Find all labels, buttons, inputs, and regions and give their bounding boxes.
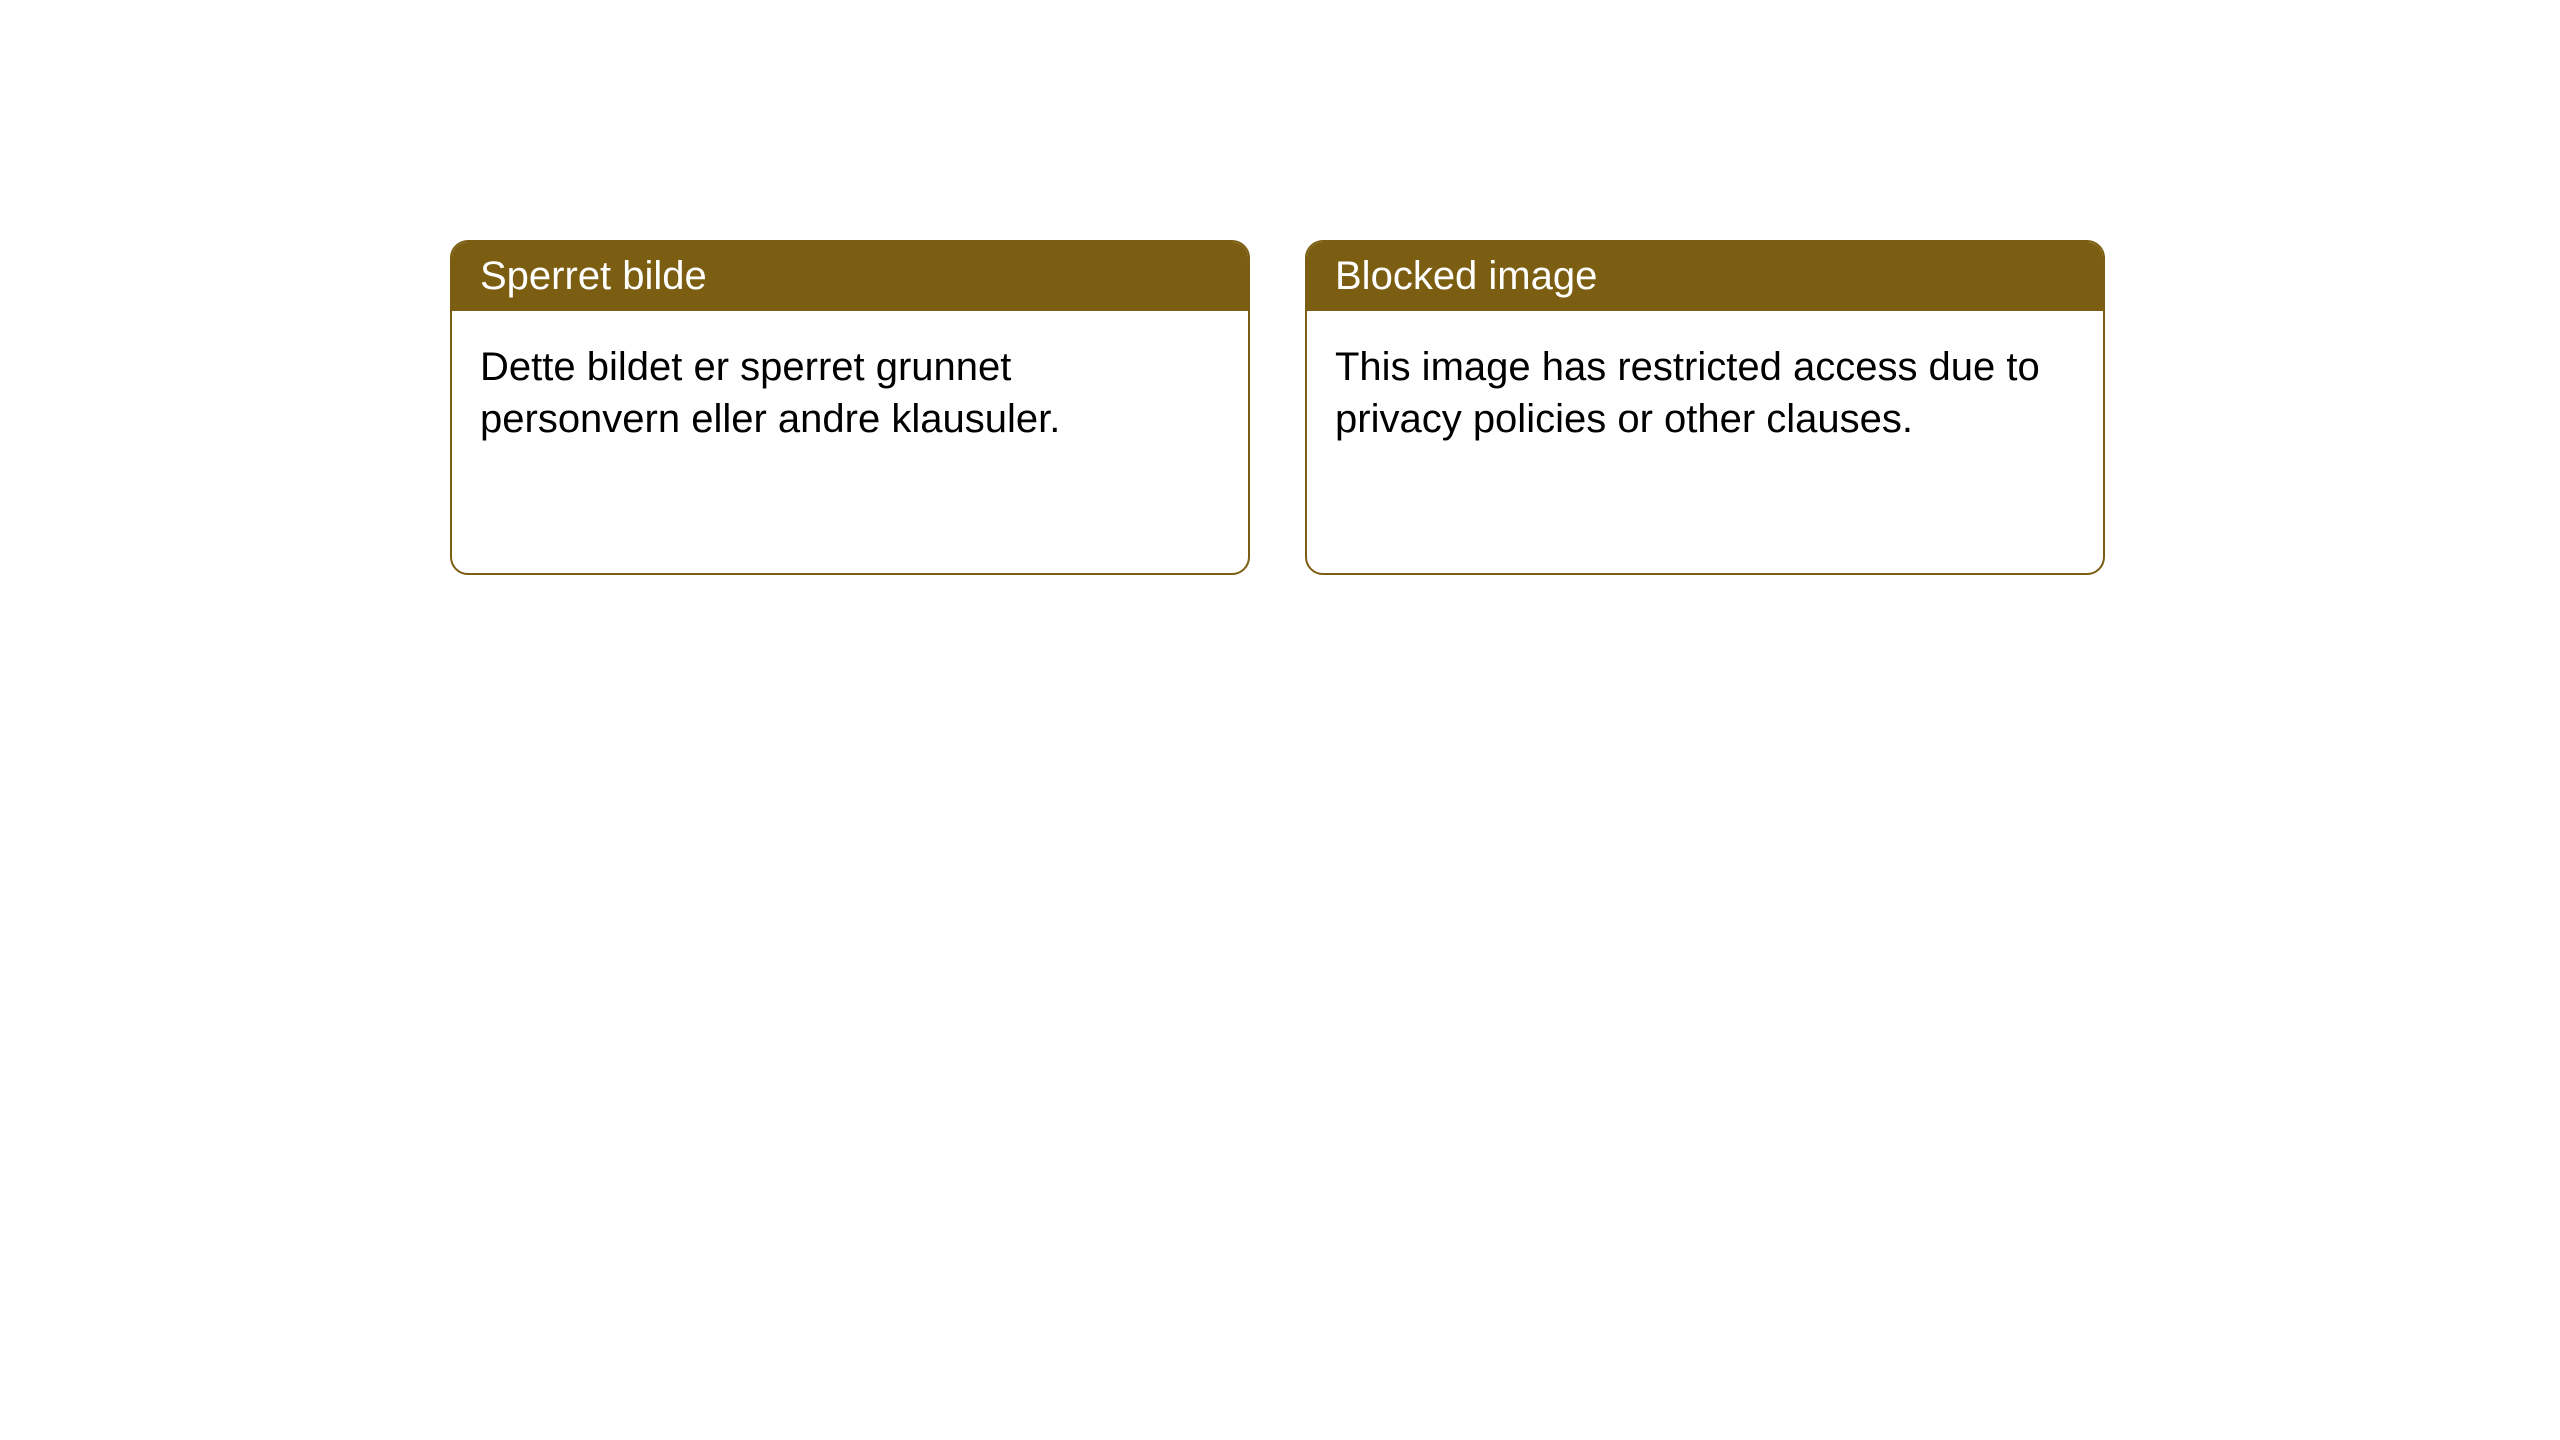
- blocked-image-notices: Sperret bilde Dette bildet er sperret gr…: [450, 240, 2105, 575]
- notice-card-norwegian: Sperret bilde Dette bildet er sperret gr…: [450, 240, 1250, 575]
- notice-title: Sperret bilde: [452, 242, 1248, 311]
- notice-card-english: Blocked image This image has restricted …: [1305, 240, 2105, 575]
- notice-body: Dette bildet er sperret grunnet personve…: [452, 311, 1248, 475]
- notice-title: Blocked image: [1307, 242, 2103, 311]
- notice-body: This image has restricted access due to …: [1307, 311, 2103, 475]
